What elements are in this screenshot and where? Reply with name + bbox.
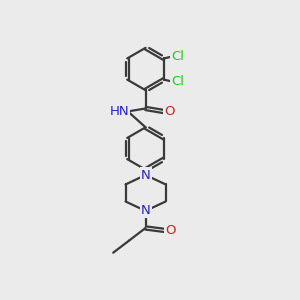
Text: N: N	[141, 204, 151, 218]
Text: Cl: Cl	[171, 76, 184, 88]
Text: HN: HN	[109, 105, 129, 118]
Text: O: O	[164, 105, 175, 118]
Text: Cl: Cl	[171, 50, 184, 63]
Text: O: O	[165, 224, 175, 237]
Text: N: N	[141, 169, 151, 182]
